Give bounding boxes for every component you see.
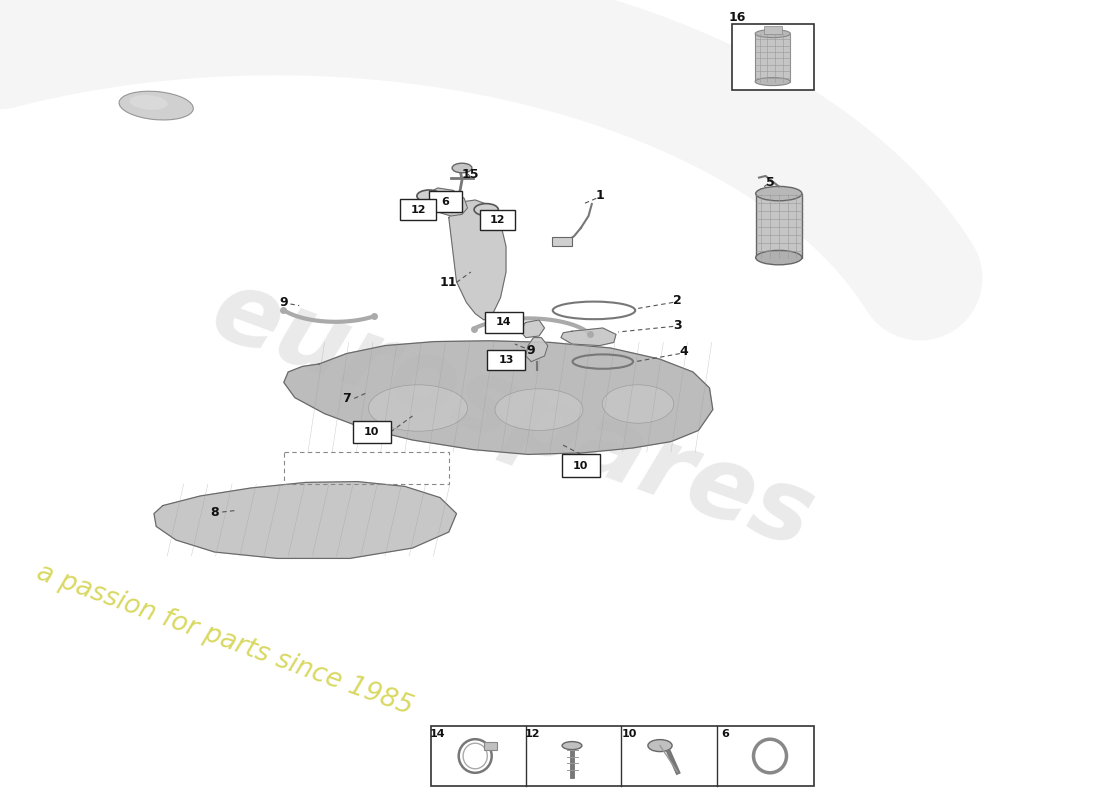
Ellipse shape (755, 78, 790, 86)
Bar (562, 454, 601, 477)
Bar (484, 742, 497, 750)
Text: 13: 13 (498, 355, 514, 365)
Text: 9: 9 (279, 296, 288, 309)
Bar (552, 237, 572, 246)
Text: 7: 7 (342, 392, 351, 405)
Text: 12: 12 (490, 215, 505, 225)
Ellipse shape (130, 95, 167, 110)
Ellipse shape (474, 204, 498, 215)
Text: 9: 9 (526, 344, 535, 357)
Text: 14: 14 (496, 318, 512, 327)
Bar (429, 191, 462, 212)
Ellipse shape (452, 163, 472, 173)
Bar (352, 421, 392, 443)
Text: 2: 2 (673, 294, 682, 307)
Text: 5: 5 (766, 176, 774, 189)
Polygon shape (519, 320, 544, 338)
Ellipse shape (755, 30, 790, 38)
Text: 11: 11 (440, 276, 458, 289)
Bar (732, 24, 814, 90)
Text: 8: 8 (210, 506, 219, 518)
Text: 6: 6 (441, 197, 450, 206)
Bar (756, 194, 802, 258)
Ellipse shape (495, 389, 583, 430)
Text: 10: 10 (621, 730, 637, 739)
Ellipse shape (603, 385, 673, 423)
Ellipse shape (417, 190, 441, 202)
Text: 6: 6 (720, 730, 729, 739)
Polygon shape (424, 188, 468, 216)
Text: 16: 16 (728, 11, 746, 24)
Bar (480, 210, 515, 230)
Polygon shape (561, 328, 616, 346)
Text: 12: 12 (410, 205, 426, 214)
Polygon shape (154, 482, 456, 558)
Text: a passion for parts since 1985: a passion for parts since 1985 (33, 560, 416, 720)
Text: 10: 10 (364, 427, 380, 437)
Ellipse shape (756, 250, 802, 265)
Polygon shape (449, 200, 506, 320)
Text: 3: 3 (673, 319, 682, 332)
Ellipse shape (562, 742, 582, 750)
Bar (484, 312, 524, 333)
Bar (763, 26, 781, 34)
Text: 10: 10 (573, 461, 588, 470)
Polygon shape (284, 341, 713, 454)
Text: 14: 14 (430, 730, 446, 739)
Text: 4: 4 (680, 346, 689, 358)
Ellipse shape (648, 739, 672, 752)
Ellipse shape (119, 91, 194, 120)
Bar (431, 726, 814, 786)
Ellipse shape (368, 385, 468, 431)
Text: 12: 12 (525, 730, 540, 739)
Text: 15: 15 (462, 168, 480, 181)
Text: eurospares: eurospares (198, 262, 826, 570)
Polygon shape (526, 338, 548, 362)
Bar (400, 199, 436, 220)
Bar (755, 34, 790, 82)
Ellipse shape (756, 186, 802, 201)
Bar (486, 350, 526, 370)
Text: 1: 1 (595, 189, 604, 202)
